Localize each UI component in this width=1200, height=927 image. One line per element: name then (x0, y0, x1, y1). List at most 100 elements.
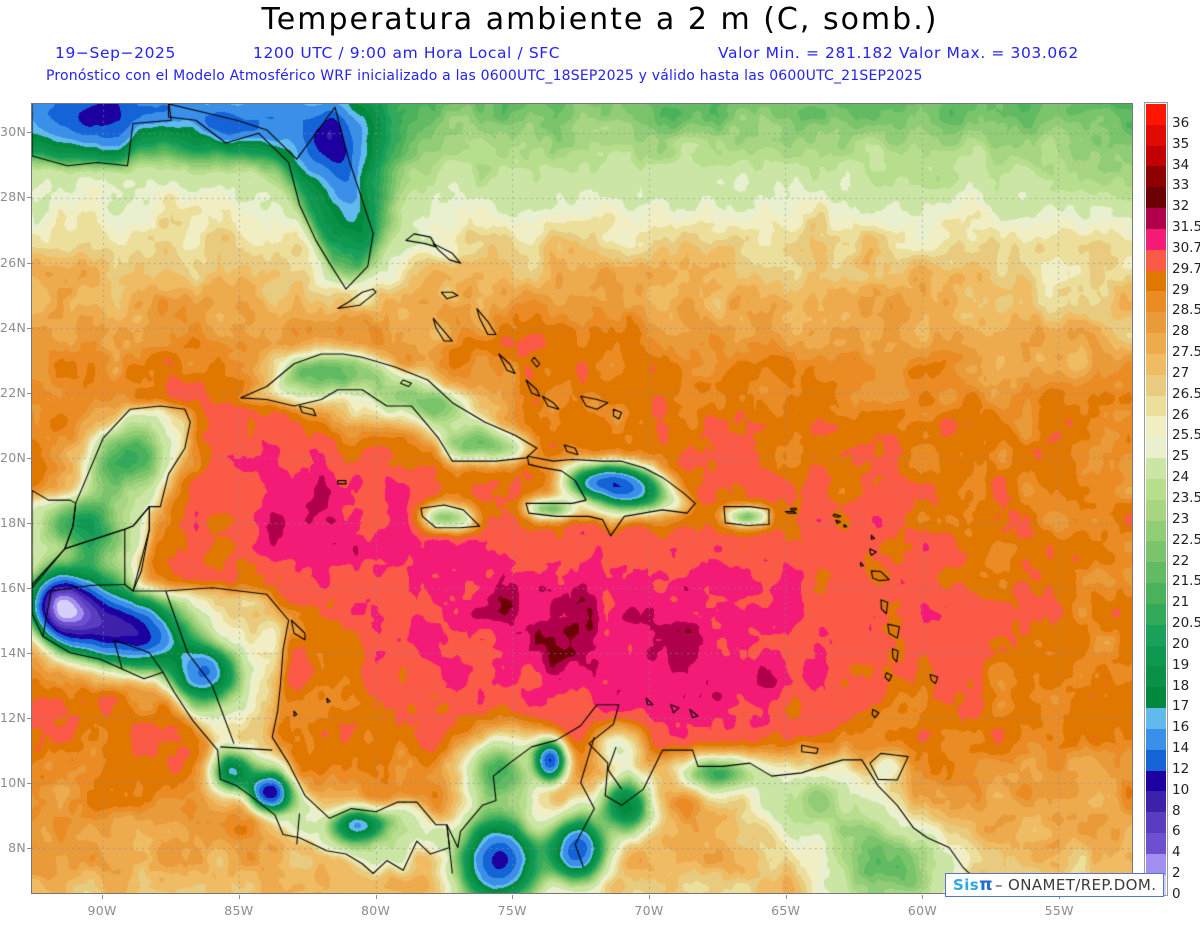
y-axis-tick-label: 30N (0, 124, 27, 140)
colorbar-swatch (1146, 520, 1166, 542)
y-axis-tick-label: 24N (0, 319, 27, 335)
colorbar-swatch (1146, 791, 1166, 813)
y-axis-tick-mark (27, 522, 31, 524)
colorbar-swatch (1146, 353, 1166, 375)
colorbar-tick-label: 27.5 (1172, 344, 1200, 361)
colorbar-tick-label: 33 (1172, 177, 1190, 194)
forecast-valid-time: 1200 UTC / 9:00 am Hora Local / SFC (253, 44, 561, 62)
x-axis-tick-mark (238, 895, 240, 899)
colorbar-tick-label: 6 (1172, 823, 1181, 840)
colorbar: 36 35 34 33 32 31.5 30.7 29.7 29 28.5 28 27.5 27 26.5… (1146, 104, 1200, 902)
colorbar-tick-label: 17 (1172, 698, 1190, 715)
y-axis-tick-label: 10N (0, 775, 27, 791)
colorbar-swatch (1146, 145, 1166, 167)
map-plot-area (31, 103, 1133, 894)
colorbar-swatch (1146, 687, 1166, 709)
attribution-logo: Sis π – ONAMET/REP.DOM. (945, 873, 1165, 897)
colorbar-tick-label: 34 (1172, 156, 1190, 173)
colorbar-swatch (1146, 708, 1166, 729)
colorbar-tick-label: 26 (1172, 406, 1190, 423)
colorbar-tick-label: 30.7 (1172, 239, 1200, 256)
colorbar-swatch (1146, 645, 1166, 667)
colorbar-tick-label: 24 (1172, 469, 1190, 486)
colorbar-tick-label: 19 (1172, 656, 1190, 673)
colorbar-tick-label: 35 (1172, 135, 1190, 152)
colorbar-swatch (1146, 499, 1166, 521)
colorbar-swatch (1146, 749, 1166, 771)
colorbar-tick-label: 22 (1172, 552, 1190, 569)
colorbar-swatch (1146, 104, 1166, 125)
y-axis-tick-mark (27, 132, 31, 134)
y-axis-tick-label: 22N (0, 384, 27, 400)
colorbar-swatch (1146, 666, 1166, 688)
y-axis-tick-mark (27, 783, 31, 785)
colorbar-swatch (1146, 270, 1166, 292)
colorbar-tick-label: 4 (1172, 844, 1181, 861)
colorbar-tick-label: 8 (1172, 802, 1181, 819)
colorbar-tick-label: 32 (1172, 198, 1190, 215)
colorbar-tick-label: 22.5 (1172, 531, 1200, 548)
colorbar-swatch (1146, 374, 1166, 396)
colorbar-swatch (1146, 333, 1166, 354)
logo-agency-text: – ONAMET/REP.DOM. (994, 876, 1157, 894)
colorbar-swatch (1146, 249, 1166, 271)
y-axis-tick-label: 28N (0, 189, 27, 205)
x-axis-tick-label: 90W (87, 903, 117, 918)
x-axis-tick-mark (375, 895, 377, 899)
x-axis-tick-mark (922, 895, 924, 899)
colorbar-tick-label: 16 (1172, 719, 1190, 736)
colorbar-tick-label: 25 (1172, 448, 1190, 465)
colorbar-tick-label: 20 (1172, 635, 1190, 652)
x-axis-tick-label: 55W (1044, 903, 1074, 918)
y-axis-tick-mark (27, 588, 31, 590)
colorbar-swatch (1146, 478, 1166, 500)
colorbar-tick-label: 23.5 (1172, 489, 1200, 506)
y-axis-tick-label: 20N (0, 449, 27, 465)
colorbar-tick-label: 36 (1172, 114, 1190, 131)
y-axis-tick-mark (27, 327, 31, 329)
colorbar-swatch (1146, 187, 1166, 209)
y-axis-tick-label: 12N (0, 710, 27, 726)
colorbar-swatch (1146, 208, 1166, 229)
y-axis-tick-mark (27, 718, 31, 720)
x-axis-tick-mark (1059, 895, 1061, 899)
colorbar-swatch (1146, 395, 1166, 417)
colorbar-swatch (1146, 624, 1166, 646)
colorbar-tick-label: 31.5 (1172, 219, 1200, 236)
colorbar-tick-label: 14 (1172, 740, 1190, 757)
colorbar-tick-label: 25.5 (1172, 427, 1200, 444)
y-axis-tick-mark (27, 392, 31, 394)
y-axis-tick-mark (27, 457, 31, 459)
y-axis-tick-mark (27, 653, 31, 655)
logo-sis-text: Sis (953, 876, 980, 894)
x-axis-tick-mark (512, 895, 514, 899)
colorbar-swatch (1146, 812, 1166, 833)
colorbar-swatch (1146, 603, 1166, 625)
colorbar-tick-label: 29 (1172, 281, 1190, 298)
y-axis-tick-mark (27, 848, 31, 850)
x-axis-tick-mark (102, 895, 104, 899)
colorbar-tick-label: 2 (1172, 865, 1181, 882)
colorbar-swatch (1146, 832, 1166, 854)
colorbar-swatch (1146, 458, 1166, 479)
colorbar-tick-label: 27 (1172, 364, 1190, 381)
colorbar-tick-label: 26.5 (1172, 385, 1200, 402)
x-axis-tick-mark (785, 895, 787, 899)
y-axis-tick-label: 18N (0, 514, 27, 530)
colorbar-swatch (1146, 853, 1166, 875)
colorbar-swatch (1146, 291, 1166, 313)
x-axis-tick-label: 80W (360, 903, 391, 918)
colorbar-tick-label: 18 (1172, 677, 1190, 694)
model-description: Pronóstico con el Modelo Atmosférico WRF… (46, 68, 923, 84)
x-axis-tick-label: 75W (497, 903, 527, 918)
y-axis-tick-label: 8N (8, 840, 26, 856)
colorbar-swatch (1146, 437, 1166, 459)
colorbar-tick-label: 21.5 (1172, 573, 1200, 590)
colorbar-tick-label: 12 (1172, 760, 1190, 777)
colorbar-swatch (1146, 728, 1166, 750)
x-axis-tick-label: 85W (224, 903, 254, 918)
logo-pi-icon: π (979, 875, 993, 895)
colorbar-tick-label: 23 (1172, 510, 1190, 527)
y-axis-tick-label: 26N (0, 254, 27, 270)
colorbar-swatch (1146, 416, 1166, 438)
